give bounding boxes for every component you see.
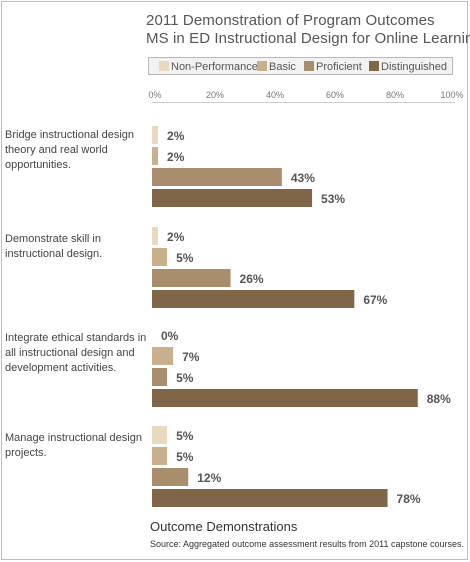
x-tick-40: 40%: [265, 90, 285, 100]
chart-title-line-1: 2011 Demonstration of Program Outcomes: [146, 12, 435, 29]
bar-basic-2: [152, 347, 174, 365]
bar-value-label: 5%: [176, 429, 194, 443]
chart-title-line-2: MS in ED Instructional Design for Online…: [146, 30, 470, 47]
x-axis-line: [152, 102, 455, 103]
bar-basic-1: [152, 248, 168, 266]
bar-non-performance-0: [152, 126, 159, 144]
category-label-manage: Manage instructional design projects.: [5, 432, 142, 459]
x-tick-0: 0%: [148, 90, 162, 100]
bar-value-label: 26%: [240, 272, 264, 286]
footer-title: Outcome Demonstrations: [150, 519, 298, 534]
bar-value-label: 5%: [176, 371, 194, 385]
bar-non-performance-1: [152, 227, 159, 245]
category-label-demonstrate: Demonstrate skill in instructional desig…: [5, 233, 103, 260]
bar-proficient-3: [152, 468, 189, 486]
legend-label-distinguished: Distinguished: [381, 61, 448, 73]
legend-label-non-performance: Non-Performance: [171, 61, 258, 73]
legend-swatch-distinguished: [369, 61, 379, 71]
bar-value-label: 53%: [321, 192, 345, 206]
legend-swatch-proficient: [304, 61, 314, 71]
bar-value-label: 0%: [161, 329, 179, 343]
x-tick-80: 80%: [385, 90, 405, 100]
bar-value-label: 5%: [176, 251, 194, 265]
bar-basic-3: [152, 447, 168, 465]
bar-value-label: 2%: [167, 129, 185, 143]
legend-label-basic: Basic: [269, 61, 296, 73]
bar-value-label: 88%: [427, 392, 451, 406]
bar-proficient-1: [152, 269, 231, 287]
legend-swatch-non-performance: [159, 61, 169, 71]
x-tick-20: 20%: [205, 90, 225, 100]
bar-basic-0: [152, 147, 159, 165]
bar-distinguished-1: [152, 290, 355, 308]
x-tick-60: 60%: [325, 90, 345, 100]
bar-value-label: 2%: [167, 150, 185, 164]
bar-distinguished-0: [152, 189, 313, 207]
bar-value-label: 78%: [397, 492, 421, 506]
legend-swatch-basic: [257, 61, 267, 71]
x-tick-100: 100%: [440, 90, 464, 100]
bar-distinguished-2: [152, 389, 418, 407]
bar-distinguished-3: [152, 489, 388, 507]
bar-proficient-2: [152, 368, 168, 386]
bar-value-label: 5%: [176, 450, 194, 464]
bar-value-label: 12%: [197, 471, 221, 485]
bar-value-label: 7%: [182, 350, 200, 364]
source-note: Source: Aggregated outcome assessment re…: [150, 539, 465, 549]
legend: Non-Performance Basic Proficient Disting…: [148, 57, 453, 75]
bar-proficient-0: [152, 168, 282, 186]
legend-label-proficient: Proficient: [316, 61, 362, 73]
category-label-integrate: Integrate ethical standards in all instr…: [5, 332, 147, 374]
category-label-bridge: Bridge instructional design theory and r…: [5, 129, 135, 171]
bar-value-label: 67%: [363, 293, 387, 307]
bar-non-performance-3: [152, 426, 168, 444]
bar-value-label: 43%: [291, 171, 315, 185]
bar-value-label: 2%: [167, 230, 185, 244]
